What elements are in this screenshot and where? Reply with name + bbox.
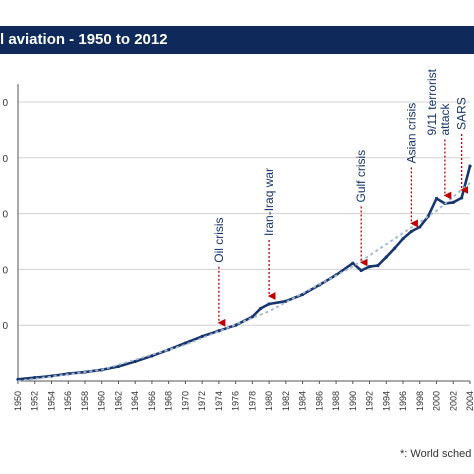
footnote: *: World sched [400, 448, 472, 460]
x-tick-label: 1976 [231, 391, 241, 411]
data-point [393, 246, 397, 250]
x-tick-label: 1950 [13, 391, 23, 411]
series-line-actual [17, 165, 472, 381]
x-tick-label: 1980 [264, 391, 274, 411]
x-tick-label: 1966 [147, 391, 157, 411]
annotation-label: SARS [455, 97, 469, 130]
annotation-label: 9/11 terrorist [425, 68, 439, 135]
x-tick-label: 1992 [365, 391, 375, 411]
x-tick-label: 1988 [331, 391, 341, 411]
data-point [367, 264, 372, 269]
y-tick-label: 0 [2, 265, 8, 276]
x-tick-label: 1954 [46, 391, 56, 411]
x-tick-label: 1956 [63, 391, 73, 411]
x-tick-label: 1996 [398, 391, 408, 411]
y-tick-label: 0 [2, 154, 8, 165]
y-tick-label: 0 [2, 98, 8, 109]
x-tick-label: 1964 [130, 391, 140, 411]
x-tick-label: 1994 [381, 391, 391, 411]
x-tick-label: 1962 [113, 391, 123, 411]
data-point [401, 237, 405, 241]
x-tick-label: 1984 [298, 391, 308, 411]
data-point [133, 359, 137, 364]
x-tick-label: 1970 [180, 391, 190, 411]
data-point [167, 348, 171, 352]
data-point [409, 229, 414, 234]
x-tick-label: 2002 [448, 391, 458, 411]
data-point [200, 334, 204, 338]
data-point [183, 341, 188, 345]
data-point [351, 261, 355, 265]
data-point [460, 196, 464, 200]
data-point [150, 354, 154, 358]
annotation-label: Gulf crisis [354, 150, 368, 203]
x-tick-label: 1986 [314, 391, 324, 411]
x-tick-label: 2000 [432, 391, 442, 411]
x-tick-label: 1974 [214, 391, 224, 411]
data-point [376, 263, 380, 268]
data-point [234, 323, 238, 327]
x-tick-label: 1952 [30, 391, 40, 411]
annotation-label: Iran-Iraq war [262, 168, 276, 236]
data-point [267, 302, 271, 306]
data-point [259, 306, 263, 311]
x-tick-label: 1972 [197, 391, 207, 411]
data-point [284, 299, 288, 303]
series-line-trend [17, 182, 471, 382]
x-tick-label: 1968 [164, 391, 174, 411]
annotation-label: Oil crisis [212, 217, 226, 262]
x-tick-label: 1958 [80, 391, 90, 411]
x-tick-label: 2004 [465, 391, 474, 411]
chart-title: l aviation - 1950 to 2012 [0, 26, 474, 54]
x-tick-label: 1982 [281, 391, 291, 411]
data-point [468, 164, 472, 168]
y-tick-label: 0 [2, 321, 8, 332]
data-point [116, 364, 121, 369]
data-point [217, 329, 221, 333]
data-point [434, 196, 439, 201]
y-tick-label: 0 [2, 210, 8, 221]
x-tick-label: 1960 [97, 391, 107, 411]
data-point [451, 200, 455, 205]
data-point [250, 315, 254, 319]
x-tick-label: 1978 [247, 391, 257, 411]
x-tick-label: 1998 [415, 391, 425, 411]
data-point [418, 225, 422, 229]
annotation-label: attack [438, 103, 452, 136]
data-point [384, 255, 388, 259]
annotation-label: Asian crisis [404, 103, 418, 164]
data-point [33, 376, 37, 380]
x-tick-label: 1990 [348, 391, 358, 411]
data-point [359, 268, 363, 273]
